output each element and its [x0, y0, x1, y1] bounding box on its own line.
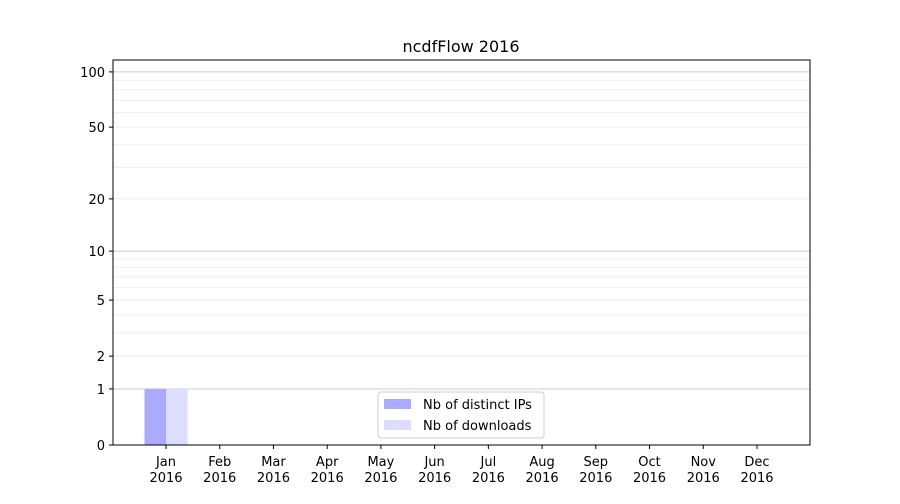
- bar-ips: [144, 388, 166, 445]
- y-tick-label: 2: [97, 350, 105, 365]
- x-tick-label: Oct 2016: [633, 455, 666, 486]
- x-tick-label: Sep 2016: [579, 455, 612, 486]
- chart-title: ncdfFlow 2016: [402, 37, 519, 56]
- bar-downloads: [166, 388, 188, 445]
- legend-label-ips: Nb of distinct IPs: [423, 398, 532, 413]
- legend-swatch-ips: [384, 399, 411, 409]
- y-tick-label: 10: [88, 245, 105, 260]
- x-tick-label: Nov 2016: [687, 455, 720, 486]
- y-tick-label: 100: [80, 66, 105, 81]
- x-tick-label: May 2016: [364, 455, 397, 486]
- y-tick-label: 5: [97, 294, 105, 309]
- plot-frame: [112, 59, 811, 446]
- x-tick-label: Jul 2016: [472, 455, 505, 486]
- y-tick-label: 20: [88, 193, 105, 208]
- x-tick-label: Apr 2016: [311, 455, 344, 486]
- legend-swatch-downloads: [384, 420, 411, 430]
- legend-label-downloads: Nb of downloads: [423, 419, 532, 434]
- y-tick-label: 1: [97, 383, 105, 398]
- y-tick-label: 50: [88, 121, 105, 136]
- x-tick-label: Aug 2016: [526, 455, 559, 486]
- y-tick-label: 0: [97, 439, 105, 454]
- x-tick-label: Jan 2016: [149, 455, 182, 486]
- x-tick-label: Jun 2016: [418, 455, 451, 486]
- x-tick-label: Dec 2016: [740, 455, 773, 486]
- x-tick-label: Mar 2016: [257, 455, 290, 486]
- legend: Nb of distinct IPs Nb of downloads: [377, 391, 545, 439]
- x-tick-label: Feb 2016: [203, 455, 236, 486]
